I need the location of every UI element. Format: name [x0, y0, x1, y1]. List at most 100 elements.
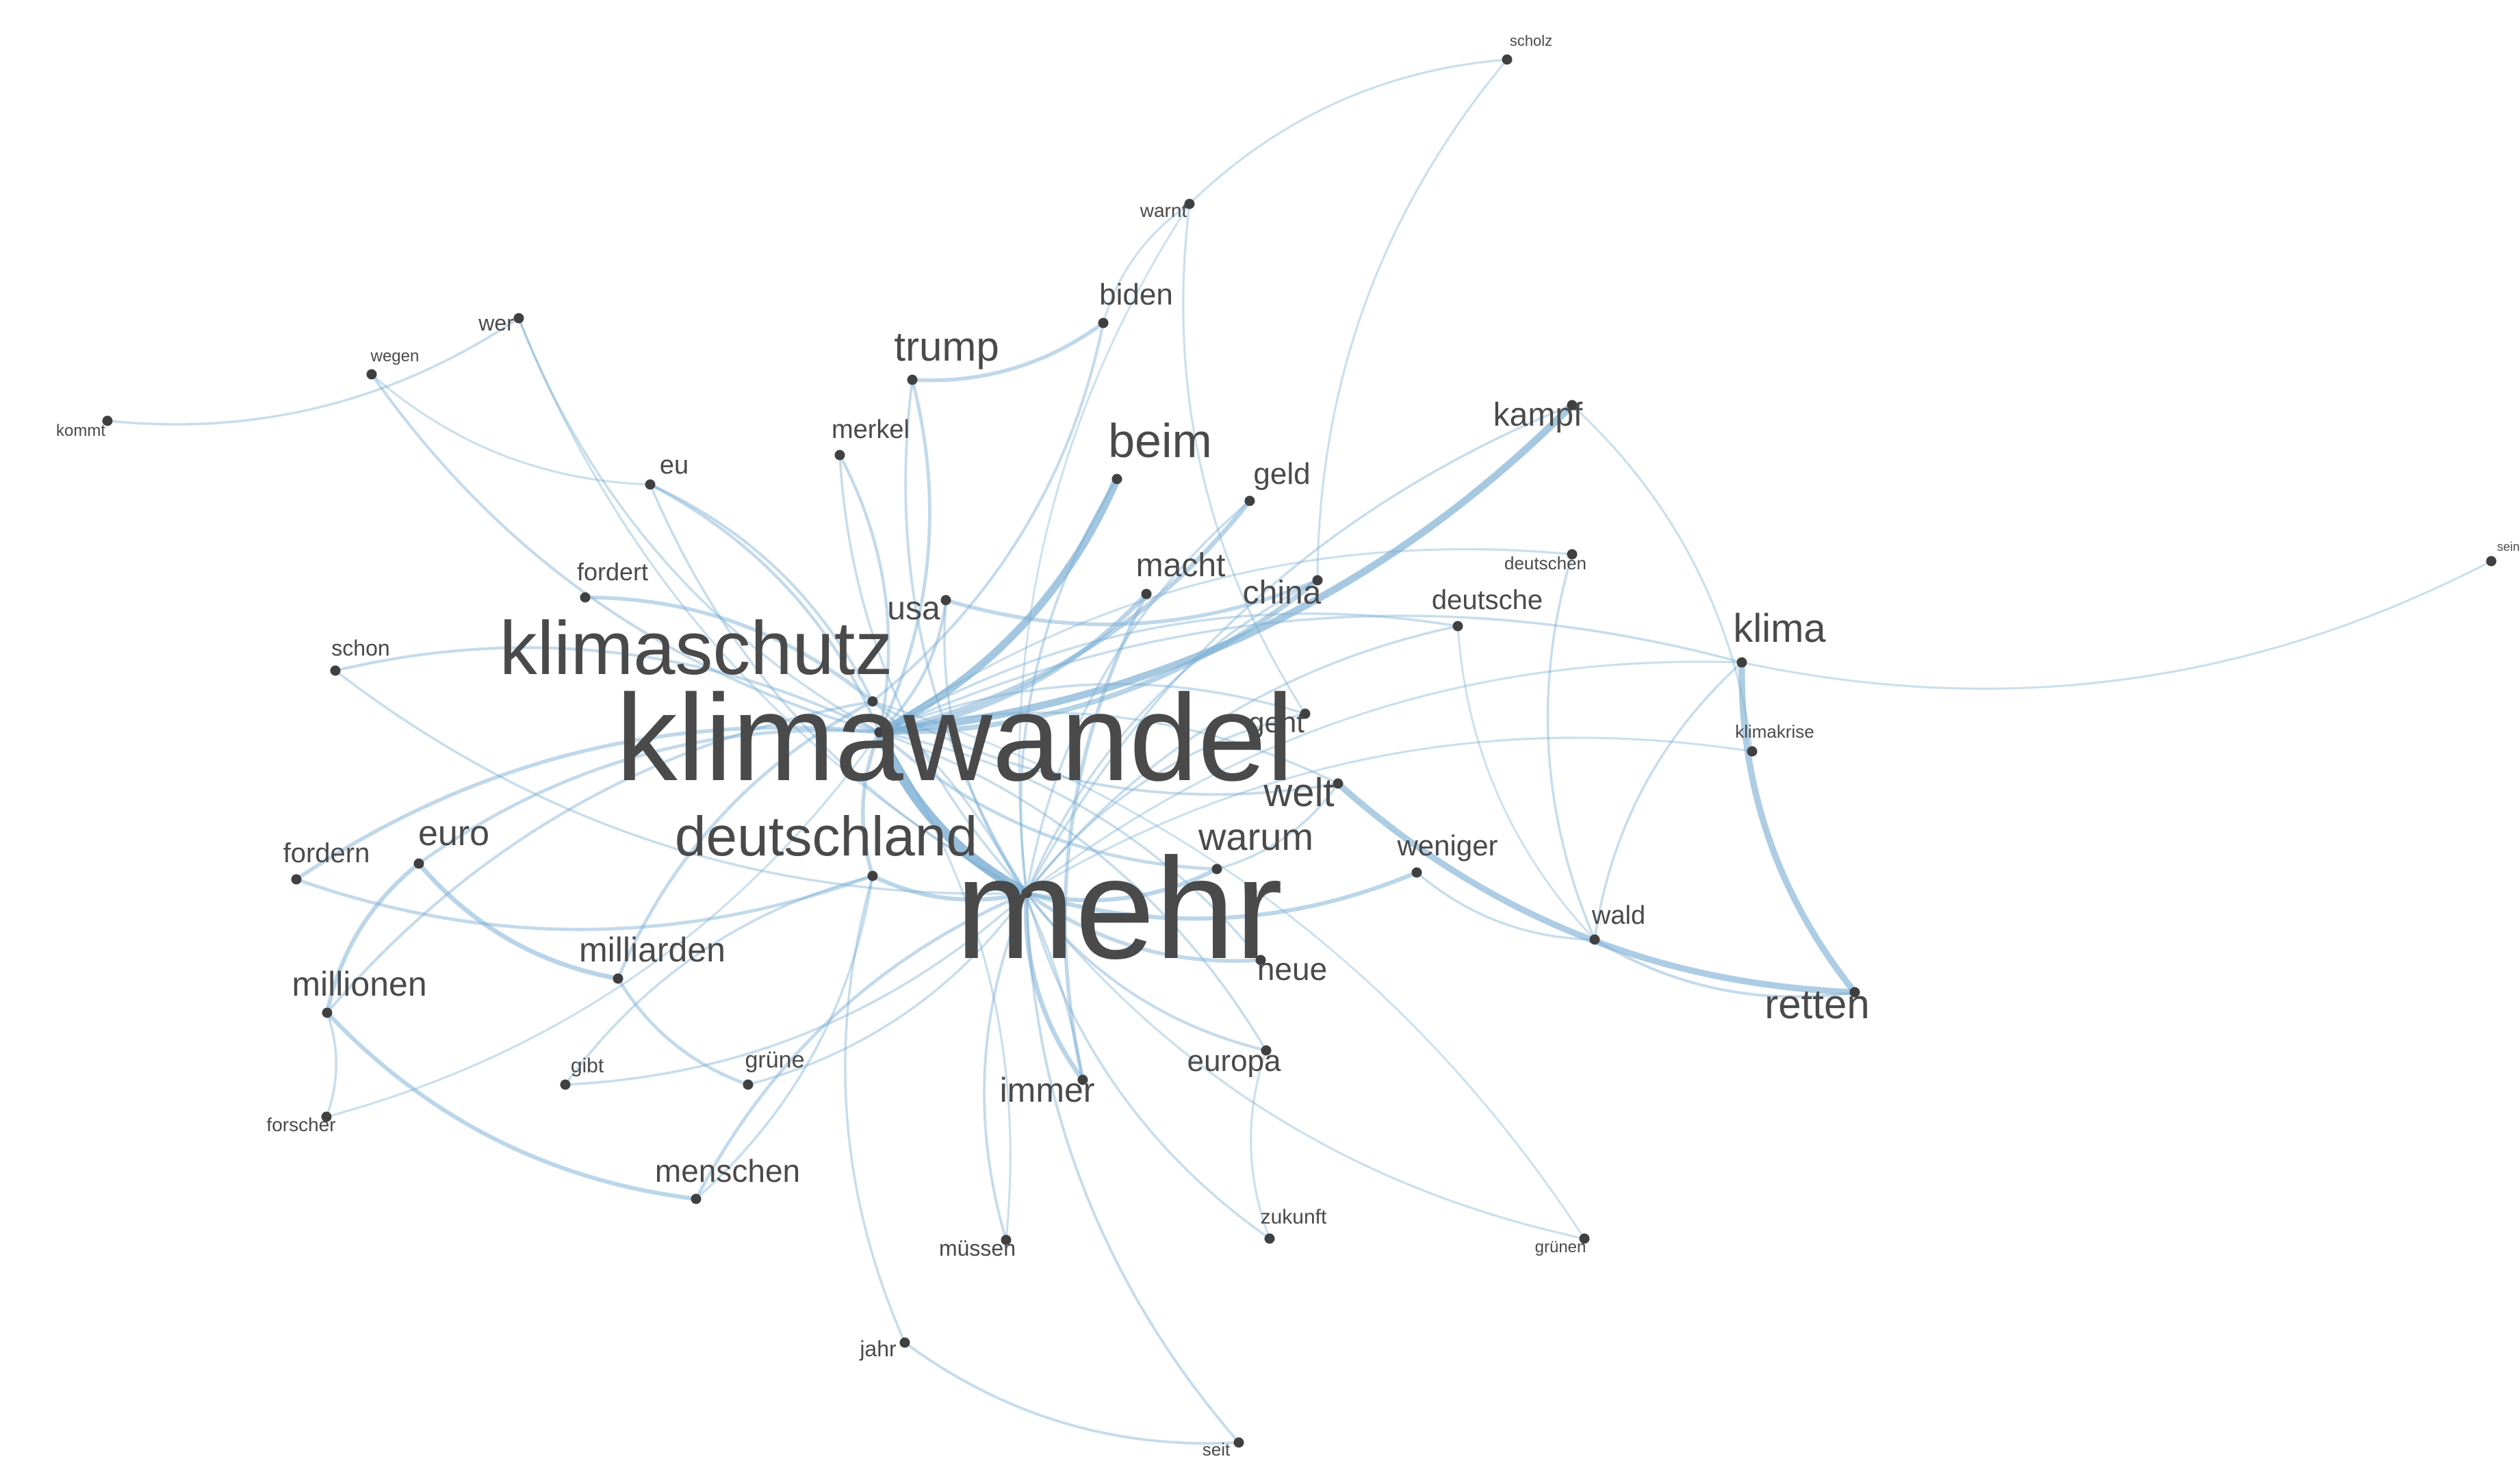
edge-warnt-biden	[1102, 203, 1191, 324]
edge-mussen-klimawandel	[878, 731, 1012, 1241]
node-kampf	[1567, 400, 1578, 411]
edge-forscher-millionen	[325, 1011, 337, 1118]
node-milliarden	[613, 973, 623, 984]
edge-millionen-menschen	[324, 1010, 699, 1202]
node-forscher	[321, 1111, 332, 1122]
node-label-sein: sein	[2497, 540, 2519, 554]
node-europa	[1261, 1045, 1272, 1056]
edge-scholz-warnt	[1188, 58, 1508, 205]
edge-klimawandel-trump	[877, 378, 931, 734]
edge-klimawandel-euro	[417, 728, 882, 866]
node-weniger	[1411, 867, 1422, 878]
node-label-eu: eu	[660, 451, 689, 480]
edge-klima-mehr	[1025, 660, 1743, 894]
edge-neue-klimawandel	[878, 731, 1262, 961]
edge-klimaschutz-fordert	[583, 595, 875, 703]
node-wer	[513, 313, 524, 324]
node-label-jahr: jahr	[859, 1336, 897, 1361]
edge-milliarden-grune	[616, 977, 750, 1087]
edge-kommt-wer	[106, 317, 520, 426]
node-label-retten: retten	[1764, 981, 1869, 1027]
node-immer	[1077, 1074, 1088, 1085]
edge-klima-wald	[1593, 661, 1743, 941]
edge-klimaschutz-eu	[648, 482, 875, 703]
edge-klima-klimawandel	[878, 615, 1743, 734]
edge-deutschen-klimawandel	[878, 547, 1573, 734]
edge-klimawandel-warum	[877, 730, 1219, 871]
edge-mehr-europa	[1025, 891, 1268, 1052]
edge-klimawandel-fordern	[294, 725, 882, 881]
node-label-fordern: fordern	[283, 838, 370, 868]
node-layer	[102, 54, 2497, 1448]
edge-klimawandel-kampf	[875, 401, 1576, 736]
node-kommt	[102, 415, 113, 426]
node-label-fordert: fordert	[577, 558, 648, 586]
node-klimaschutz	[867, 696, 878, 707]
edge-forscher-klimawandel	[325, 731, 881, 1118]
node-eu	[645, 479, 656, 490]
edge-mehr-immer	[1023, 890, 1085, 1083]
node-label-immer: immer	[1000, 1071, 1095, 1109]
edge-klimakrise-kampf	[1571, 404, 1753, 753]
node-label-merkel: merkel	[832, 415, 910, 444]
edge-europa-zukunft	[1250, 1049, 1271, 1240]
edge-wegen-klimawandel	[370, 372, 882, 734]
node-label-forscher: forscher	[266, 1114, 335, 1135]
edge-klima-sein	[1740, 560, 2493, 690]
edge-wald-retten	[1593, 938, 1857, 998]
edge-menschen-deutschland	[695, 875, 874, 1200]
node-label-mehr: mehr	[955, 828, 1283, 989]
node-label-deutschland: deutschland	[675, 805, 977, 868]
node-retten	[1849, 987, 1860, 998]
edge-usa-mehr	[943, 599, 1028, 894]
node-label-wegen: wegen	[370, 347, 420, 365]
node-trump	[907, 374, 918, 385]
edge-beim-mehr	[1019, 478, 1118, 894]
node-label-scholz: scholz	[1510, 32, 1552, 49]
edge-geht-mehr	[1025, 712, 1307, 894]
node-label-geld: geld	[1253, 457, 1310, 491]
node-gibt	[560, 1079, 571, 1090]
edge-trump-biden	[910, 321, 1105, 383]
edge-mehr-warum	[1024, 866, 1220, 903]
node-label-deutschen: deutschen	[1504, 553, 1586, 573]
node-usa	[940, 595, 951, 606]
edge-eu-mehr	[649, 483, 1028, 894]
edge-deutsche-wald	[1456, 625, 1596, 941]
edge-mehr-menschen	[694, 891, 1029, 1201]
edge-deutschland-jahr	[844, 875, 906, 1344]
node-grunen	[1579, 1233, 1590, 1244]
edge-klimawandel-eu	[648, 482, 882, 734]
edge-klimaschutz-milliarden	[616, 699, 875, 981]
edge-usa-china	[944, 578, 1320, 627]
edge-china-mehr	[1025, 579, 1319, 894]
node-scholz	[1502, 54, 1513, 65]
node-neue	[1255, 955, 1266, 966]
edge-immer-klimaschutz	[871, 700, 1084, 1081]
edge-wegen-eu	[370, 373, 652, 486]
edge-merkel-mehr	[838, 454, 1028, 894]
node-schon	[330, 665, 341, 676]
edge-euro-milliarden	[416, 861, 621, 981]
edge-klimaschutz-millionen	[325, 699, 875, 1015]
edge-klimawandel-beim	[875, 475, 1121, 736]
node-deutschen	[1567, 549, 1578, 560]
node-deutschland	[867, 870, 878, 881]
node-klima	[1736, 657, 1747, 668]
node-label-grune: grüne	[745, 1047, 805, 1073]
edge-schon-mehr	[334, 669, 1028, 895]
node-label-grunen: grünen	[1535, 1238, 1586, 1256]
node-fordert	[580, 592, 591, 603]
node-label-gibt: gibt	[571, 1055, 604, 1077]
edge-klimawandel-schon	[333, 646, 882, 734]
node-millionen	[322, 1007, 333, 1018]
node-merkel	[834, 450, 845, 461]
node-label-milliarden: milliarden	[579, 931, 725, 969]
node-label-beim: beim	[1108, 414, 1212, 467]
edge-klimawandel-mehr	[874, 727, 1032, 898]
node-klimakrise	[1747, 746, 1758, 757]
node-label-neue: neue	[1257, 951, 1327, 987]
node-sein	[2486, 556, 2497, 567]
